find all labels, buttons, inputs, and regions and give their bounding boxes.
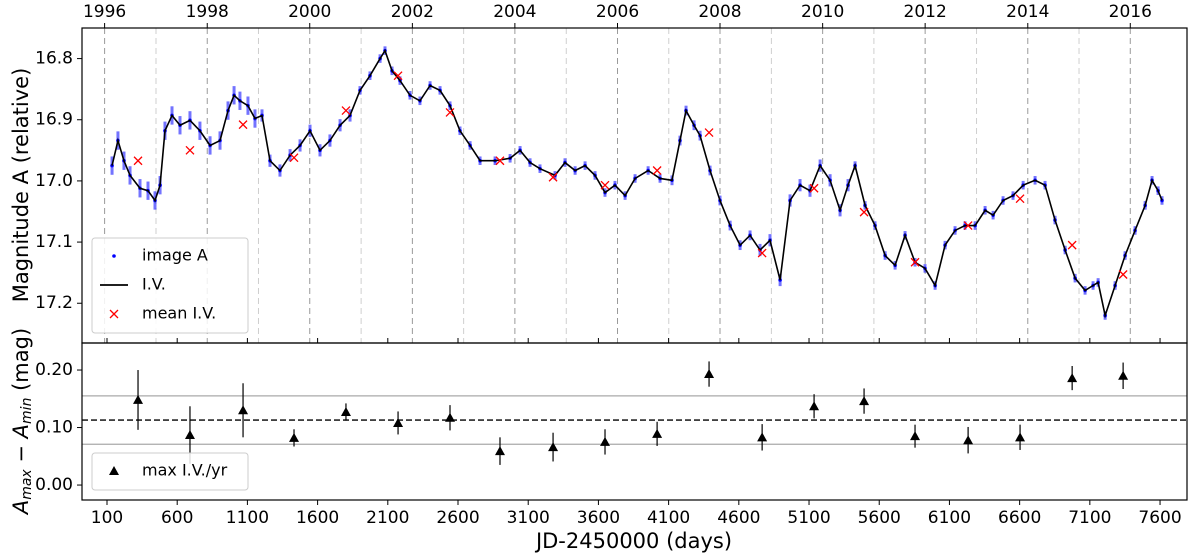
x2-tick-label: 1996 (83, 2, 126, 22)
x-tick-label: 1100 (226, 508, 269, 528)
y-tick-label: 0.20 (35, 360, 73, 380)
x2-tick-label: 1998 (186, 2, 229, 22)
x2-tick-label: 2012 (904, 2, 947, 22)
cross-marker (1015, 194, 1025, 204)
cross-marker (1118, 270, 1128, 279)
y-tick-label: 0.10 (35, 418, 73, 438)
cross-marker (704, 128, 714, 138)
legend-swatch (109, 309, 119, 319)
triangle-marker (600, 436, 611, 446)
y-tick-label: 17.1 (35, 232, 73, 252)
x2-tick-label: 2010 (801, 2, 844, 22)
x-tick-label: 100 (91, 508, 123, 528)
legend-box (91, 452, 249, 491)
x2-tick-label: 2016 (1109, 2, 1152, 22)
cross-marker (859, 207, 869, 217)
label-part: (mag) (9, 328, 33, 398)
cross-marker (963, 221, 973, 231)
triangle-marker (184, 430, 195, 440)
x2-tick-label: 2006 (596, 2, 639, 22)
triangle-marker (809, 401, 820, 411)
y-tick-label: 16.8 (35, 49, 73, 69)
y-tick-label: 0.00 (35, 475, 73, 495)
triangle-marker (340, 407, 351, 417)
triangle-marker (494, 446, 505, 456)
line (111, 48, 1163, 319)
x-tick-label: 2600 (436, 508, 479, 528)
cross-marker (341, 106, 351, 116)
plot-frame (81, 342, 1188, 501)
cross-marker (600, 180, 610, 190)
legend-label: image A (142, 246, 208, 265)
x2-tick-label: 2004 (493, 2, 536, 22)
y-tick-label: 17.2 (35, 293, 73, 313)
x-tick-label: 2100 (366, 508, 409, 528)
cross-marker (289, 153, 299, 163)
x2-tick-label: 2002 (391, 2, 434, 22)
x-tick-label: 5600 (858, 508, 901, 528)
triangle-marker (704, 369, 715, 379)
triangle-marker (1015, 432, 1026, 442)
x2-tick-label: 2014 (1006, 2, 1049, 22)
legend-swatch (109, 466, 119, 475)
y-tick-label: 17.0 (35, 171, 73, 191)
y-axis-label: Amax − Amin (mag) (9, 328, 35, 516)
label-part: max (19, 469, 35, 500)
x-tick-label: 6100 (928, 508, 971, 528)
cross-marker (238, 120, 248, 130)
label-part: − A (9, 424, 33, 469)
triangle-marker (1067, 373, 1078, 383)
y-tick-label: 16.9 (35, 110, 73, 130)
cross-marker (185, 145, 195, 155)
x-tick-label: 1600 (296, 508, 339, 528)
triangle-marker (963, 435, 974, 445)
triangle-marker (393, 417, 404, 427)
triangle-marker (910, 431, 921, 441)
label-part: min (19, 398, 35, 424)
triangle-marker (548, 442, 559, 452)
x-tick-label: 600 (161, 508, 193, 528)
legend-swatch (112, 254, 116, 258)
x-tick-label: 3600 (577, 508, 620, 528)
cross-marker (393, 71, 403, 81)
cross-marker (652, 166, 662, 175)
x-tick-label: 6600 (998, 508, 1041, 528)
cross-marker (495, 156, 505, 166)
triangle-marker (652, 428, 663, 438)
cross-marker (910, 257, 920, 267)
cross-marker (445, 107, 455, 117)
x-tick-label: 5100 (787, 508, 830, 528)
triangle-marker (289, 432, 300, 442)
triangle-marker (859, 396, 870, 406)
y-axis-label: Magnitude A (relative) (9, 68, 33, 303)
triangle-marker (238, 405, 249, 415)
x-tick-label: 4600 (717, 508, 760, 528)
x2-tick-label: 2008 (698, 2, 741, 22)
triangle-marker (445, 412, 456, 422)
cross-marker (1067, 240, 1077, 250)
legend-label: I.V. (142, 275, 166, 294)
x-tick-label: 7100 (1068, 508, 1111, 528)
x-axis-label: JD-2450000 (days) (534, 529, 732, 553)
x-tick-label: 3100 (507, 508, 550, 528)
triangle-marker (757, 432, 768, 442)
triangle-marker (133, 394, 144, 404)
label-part: A (9, 500, 33, 516)
triangle-marker (1118, 370, 1129, 380)
x-tick-label: 7600 (1138, 508, 1181, 528)
cross-marker (548, 172, 558, 182)
cross-marker (757, 248, 767, 258)
cross-marker (809, 183, 819, 193)
legend-label: max I.V./yr (142, 461, 228, 480)
cross-marker (133, 156, 143, 166)
x-tick-label: 4100 (647, 508, 690, 528)
legend-box (91, 237, 249, 334)
legend-label: mean I.V. (142, 304, 216, 323)
x2-tick-label: 2000 (288, 2, 331, 22)
